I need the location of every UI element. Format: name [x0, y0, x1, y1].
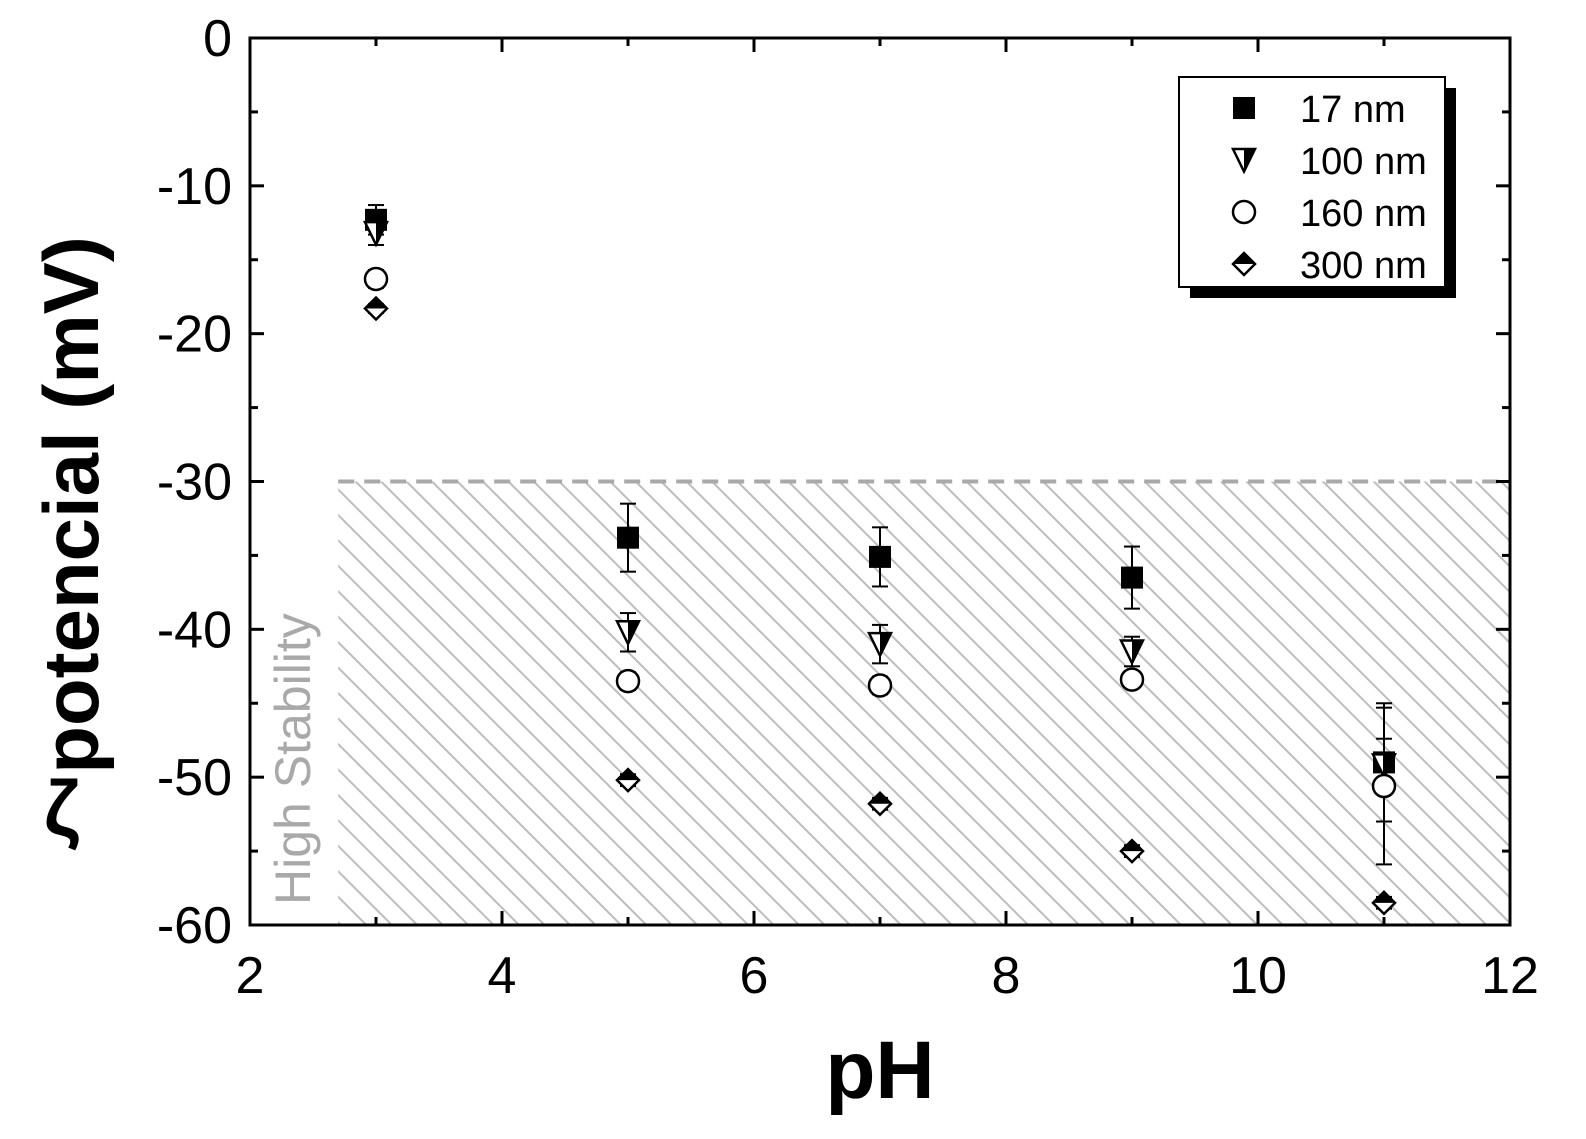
series-3 [363, 295, 1397, 916]
data-point [1119, 838, 1145, 864]
data-point [1371, 890, 1397, 916]
x-tick-label: 10 [1229, 947, 1287, 1005]
data-point [1119, 667, 1145, 692]
data-point [615, 668, 641, 694]
legend: 17 nm 100 nm 160 nm 300 nm [1178, 76, 1456, 298]
high-stability-label: High Stability [265, 613, 321, 905]
data-point [617, 526, 639, 549]
data-point [363, 295, 389, 322]
legend-marker [1231, 251, 1257, 277]
data-point [363, 266, 389, 292]
x-tick-label: 4 [488, 947, 517, 1005]
legend-item: 160 nm [1231, 193, 1427, 235]
x-axis-title: pH [825, 1025, 934, 1116]
legend-marker [1230, 147, 1258, 175]
high-stability-band [338, 481, 1511, 925]
stability-region: High Stability [265, 479, 1511, 925]
y-tick-label: -40 [157, 601, 232, 659]
data-point [1121, 566, 1143, 589]
data-point [614, 620, 642, 647]
data-point [1371, 773, 1397, 799]
legend-marker [1233, 97, 1255, 119]
x-tick-label: 8 [992, 947, 1021, 1005]
legend-label: 17 nm [1300, 89, 1406, 131]
data-point [869, 545, 891, 568]
legend-label: 300 nm [1300, 245, 1427, 287]
data-point [1118, 639, 1146, 666]
data-point [867, 673, 893, 698]
series-2 [363, 266, 1397, 866]
legend-box [1178, 76, 1446, 288]
legend-items: 17 nm 100 nm 160 nm 300 nm [1230, 89, 1427, 287]
y-tick-label: -60 [157, 897, 232, 955]
data-point [615, 767, 641, 793]
legend-marker [1231, 199, 1257, 225]
data-point [867, 791, 893, 817]
y-tick-label: -10 [157, 158, 232, 216]
y-tick-label: 0 [203, 10, 232, 68]
x-tick-label: 6 [740, 947, 769, 1005]
legend-item: 300 nm [1231, 245, 1427, 287]
y-tick-label: -50 [157, 749, 232, 807]
series-1 [362, 220, 1398, 793]
y-tick-label: -30 [157, 454, 232, 512]
legend-item: 17 nm [1233, 89, 1406, 131]
data-point [866, 631, 894, 659]
y-axis-symbol: ζ [44, 764, 80, 852]
y-axis-title-group: potencial (mV) ζ [27, 236, 115, 852]
y-tick-label: -20 [157, 306, 232, 364]
data-points [362, 204, 1398, 916]
legend-label: 100 nm [1300, 141, 1427, 183]
axis-ticks: 2 4 6 8 10 12 0 -10 -20 -30 -40 -50 -60 [157, 10, 1539, 1005]
x-tick-label: 12 [1481, 947, 1539, 1005]
y-axis-title: potencial (mV) [27, 236, 115, 773]
legend-label: 160 nm [1300, 193, 1427, 235]
x-tick-label: 2 [236, 947, 265, 1005]
legend-item: 100 nm [1230, 141, 1427, 183]
data-point [362, 220, 390, 248]
